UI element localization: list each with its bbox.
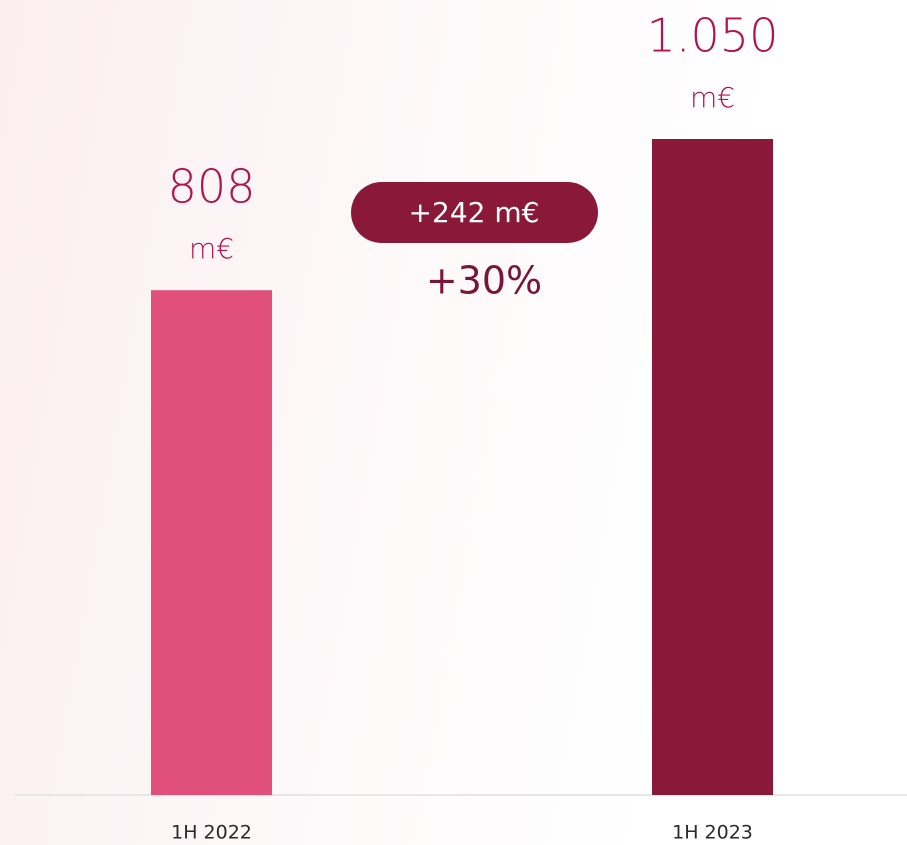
unit-label: m€ — [189, 232, 234, 265]
x-tick-label: 1H 2022 — [171, 822, 252, 844]
x-tick-label: 1H 2023 — [672, 822, 753, 844]
bar — [151, 290, 272, 795]
unit-label: m€ — [690, 81, 735, 114]
bar — [652, 139, 773, 795]
value-label: 808 — [168, 160, 256, 214]
difference-label: +242 m€ — [409, 196, 540, 229]
difference-pill — [351, 182, 598, 243]
value-label: 1.050 — [647, 9, 779, 63]
change-label: +30% — [426, 259, 542, 303]
